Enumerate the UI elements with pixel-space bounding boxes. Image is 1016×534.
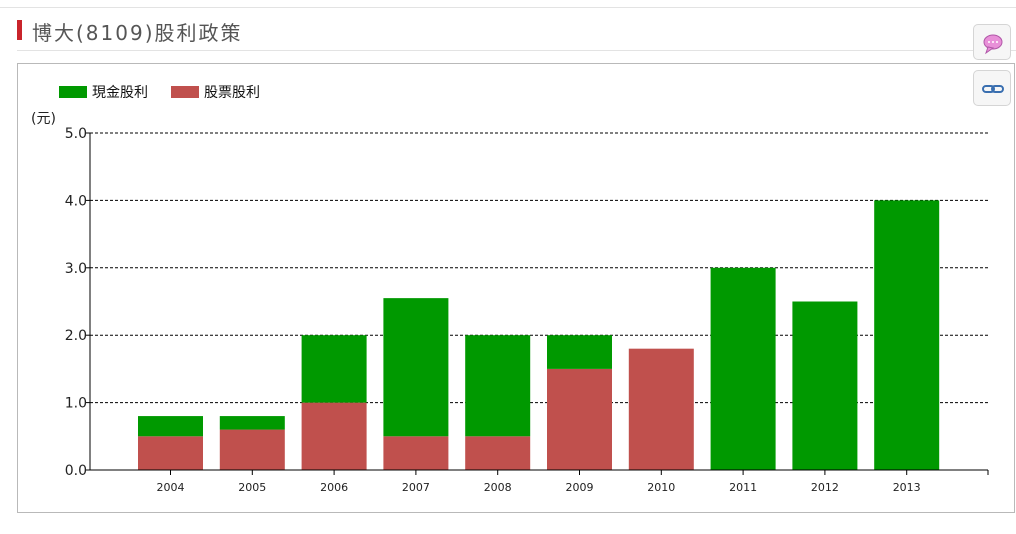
section-header: 博大(8109)股利政策 <box>17 16 1016 51</box>
bar-2006-股票股利 <box>301 402 367 470</box>
x-tick-label: 2008 <box>484 481 512 494</box>
bar-2005-現金股利 <box>219 416 285 430</box>
bar-2004-現金股利 <box>138 416 203 437</box>
bar-2010-股票股利 <box>628 348 694 470</box>
bar-2011-現金股利 <box>710 267 776 470</box>
bar-2008-現金股利 <box>465 335 531 437</box>
bar-2009-股票股利 <box>547 368 612 470</box>
legend-label-股票股利: 股票股利 <box>204 85 260 101</box>
legend-label-現金股利: 現金股利 <box>92 85 148 101</box>
y-axis-title: (元) <box>31 111 56 127</box>
link-icon <box>982 85 1004 93</box>
speech-bubble-icon <box>983 34 1003 55</box>
x-tick-label: 2009 <box>566 481 594 494</box>
bar-2012-現金股利 <box>792 301 858 470</box>
top-divider <box>0 7 1016 8</box>
comment-button[interactable] <box>973 24 1011 60</box>
y-tick-label: 3.0 <box>65 261 87 277</box>
x-tick-label: 2010 <box>647 481 675 494</box>
bar-2007-現金股利 <box>383 298 449 437</box>
y-tick-label: 1.0 <box>65 396 87 412</box>
share-link-button[interactable] <box>973 70 1011 106</box>
x-tick-label: 2013 <box>893 481 921 494</box>
header-accent-bar <box>17 20 22 40</box>
legend-swatch-現金股利 <box>59 86 87 98</box>
y-tick-label: 4.0 <box>65 193 87 209</box>
bar-2008-股票股利 <box>465 436 531 470</box>
x-tick-label: 2011 <box>729 481 757 494</box>
y-tick-label: 2.0 <box>65 328 87 344</box>
y-tick-label: 5.0 <box>65 126 87 142</box>
bar-2007-股票股利 <box>383 436 449 470</box>
bar-2013-現金股利 <box>874 200 940 470</box>
bar-2004-股票股利 <box>138 436 203 470</box>
bar-2005-股票股利 <box>219 429 285 470</box>
x-tick-label: 2006 <box>320 481 348 494</box>
chart-container <box>17 63 1015 513</box>
bar-2009-現金股利 <box>547 335 612 369</box>
y-tick-label: 0.0 <box>65 463 87 479</box>
section-title: 博大(8109)股利政策 <box>32 21 243 45</box>
x-tick-label: 2007 <box>402 481 430 494</box>
bar-2006-現金股利 <box>301 335 367 403</box>
x-tick-label: 2004 <box>157 481 185 494</box>
legend-swatch-股票股利 <box>171 86 199 98</box>
x-tick-label: 2012 <box>811 481 839 494</box>
x-tick-label: 2005 <box>238 481 266 494</box>
